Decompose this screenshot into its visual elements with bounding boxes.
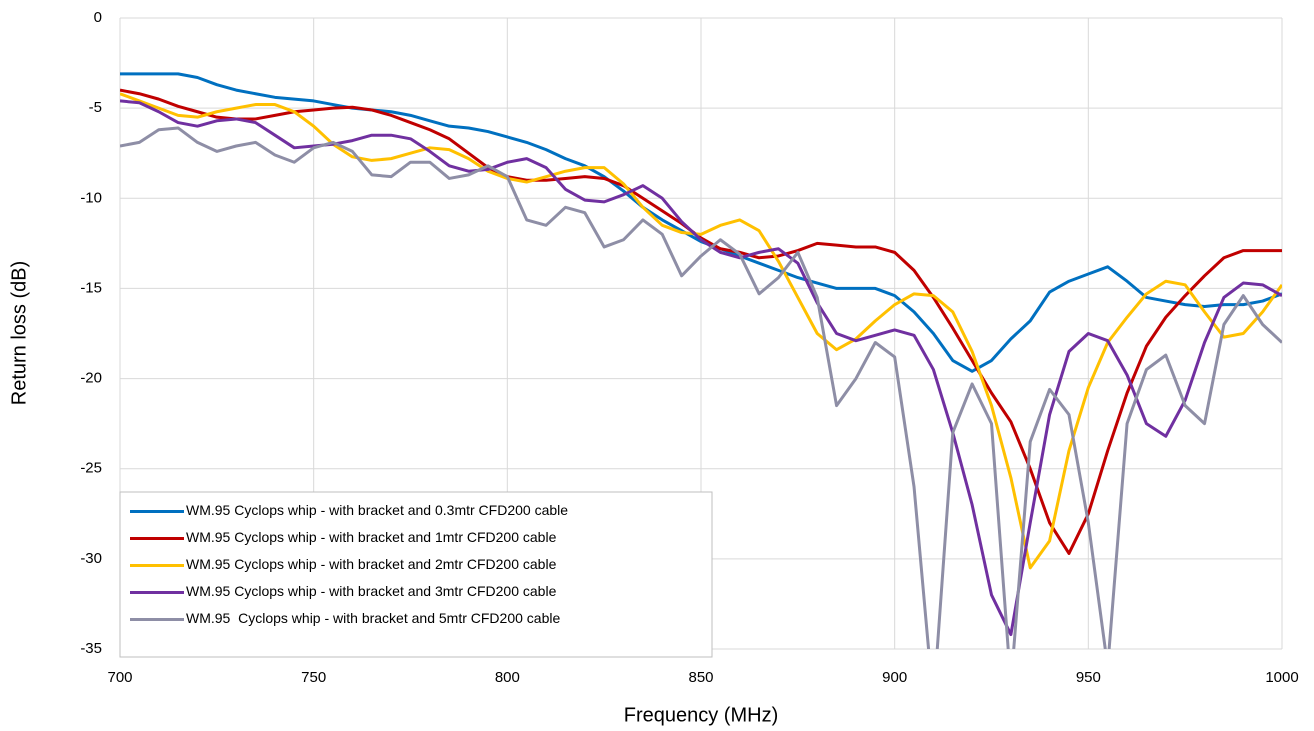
legend-label: WM.95 Cyclops whip - with bracket and 0.… (186, 502, 568, 518)
y-tick-label: -5 (89, 99, 102, 116)
x-tick-label: 800 (495, 669, 520, 686)
legend-label: WM.95 Cyclops whip - with bracket and 2m… (186, 556, 557, 572)
x-axis-title: Frequency (MHz) (624, 704, 778, 726)
legend: WM.95 Cyclops whip - with bracket and 0.… (119, 491, 713, 658)
series-line (120, 92, 1282, 570)
y-tick-label: -20 (80, 370, 102, 387)
series-line (120, 72, 1282, 373)
y-tick-label: -25 (80, 460, 102, 477)
legend-label: WM.95 Cyclops whip - with bracket and 3m… (186, 583, 557, 599)
y-tick-label: -15 (80, 279, 102, 296)
y-axis-title: Return loss (dB) (8, 261, 30, 406)
plot-area (120, 72, 1282, 649)
y-tick-label: 0 (94, 9, 102, 26)
y-tick-label: -35 (80, 640, 102, 657)
x-tick-label: 1000 (1265, 669, 1298, 686)
x-tick-label: 950 (1076, 669, 1101, 686)
series-line (120, 99, 1282, 637)
x-tick-label: 900 (882, 669, 907, 686)
legend-label: WM.95 Cyclops whip - with bracket and 5m… (186, 610, 560, 626)
x-tick-label: 750 (301, 669, 326, 686)
legend-label: WM.95 Cyclops whip - with bracket and 1m… (186, 529, 557, 545)
x-tick-label: 700 (107, 669, 132, 686)
legend-box (119, 491, 713, 658)
y-tick-label: -30 (80, 550, 102, 567)
y-tick-label: -10 (80, 189, 102, 206)
series-line (120, 126, 1282, 649)
x-tick-label: 850 (688, 669, 713, 686)
